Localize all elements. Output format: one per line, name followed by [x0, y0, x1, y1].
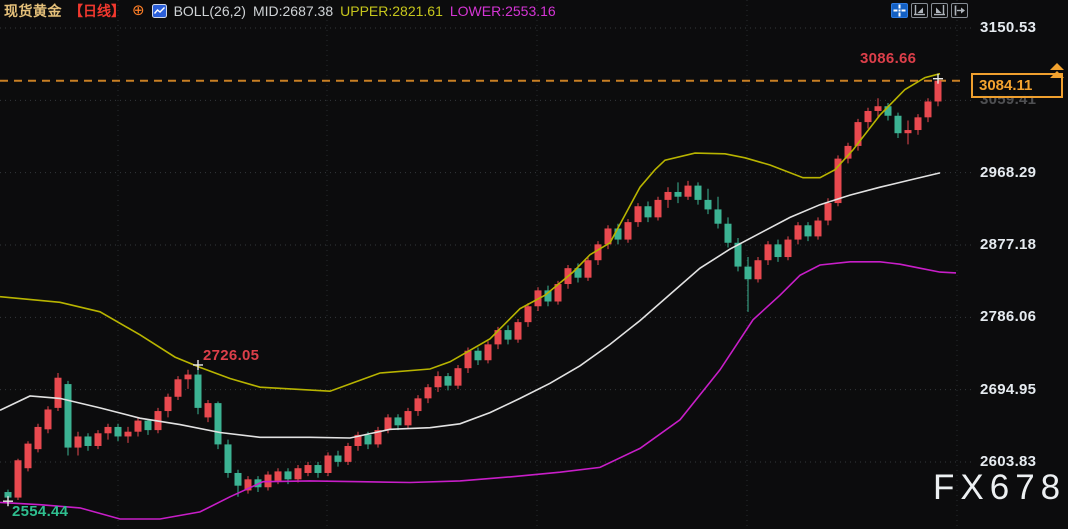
- add-compare-icon[interactable]: ⊕: [132, 2, 145, 19]
- boll-mid-band: [0, 172, 941, 439]
- last-price-value: 3084.11: [979, 77, 1033, 94]
- symbol-name[interactable]: 现货黄金: [4, 3, 62, 19]
- axis-tick: 2968.29: [980, 163, 1037, 181]
- indicator-chart-icon[interactable]: [151, 4, 167, 18]
- boll-lower-band: [0, 260, 957, 520]
- candles: [4, 78, 942, 502]
- local-high-label: 2726.05: [203, 347, 260, 364]
- extreme-markers: [3, 73, 943, 507]
- boll-upper-band: [0, 72, 941, 393]
- last-price-tag: 3084.11: [971, 73, 1063, 98]
- boll-upper-value: UPPER:2821.61: [340, 3, 443, 19]
- scale-left-icon[interactable]: [911, 3, 928, 18]
- boll-mid-value: MID:2687.38: [252, 3, 334, 19]
- chart-header: 现货黄金 【日线】 ⊕ BOLL(26,2) MID:2687.38 UPPER…: [4, 1, 556, 21]
- watermark: FX678: [933, 468, 1067, 507]
- boll-lower-value: LOWER:2553.16: [449, 3, 556, 19]
- axis-tick: 2694.95: [980, 380, 1037, 398]
- chart-toolbar: [891, 3, 968, 18]
- period-label[interactable]: 【日线】: [69, 3, 125, 19]
- axis-tick: 2786.06: [980, 308, 1037, 326]
- axis-tick: 3150.53: [980, 19, 1037, 36]
- global-low-label: 2554.44: [12, 503, 69, 520]
- scale-right-icon[interactable]: [931, 3, 948, 18]
- axis-tick: 2603.83: [980, 453, 1037, 470]
- global-high-label: 3086.66: [860, 50, 917, 67]
- axis-tick: 2877.18: [980, 236, 1037, 253]
- collapse-right-icon[interactable]: [951, 3, 968, 18]
- indicator-name[interactable]: BOLL(26,2): [173, 3, 246, 19]
- price-up-arrow-icon: [1050, 63, 1064, 79]
- crosshair-move-icon[interactable]: [891, 3, 908, 18]
